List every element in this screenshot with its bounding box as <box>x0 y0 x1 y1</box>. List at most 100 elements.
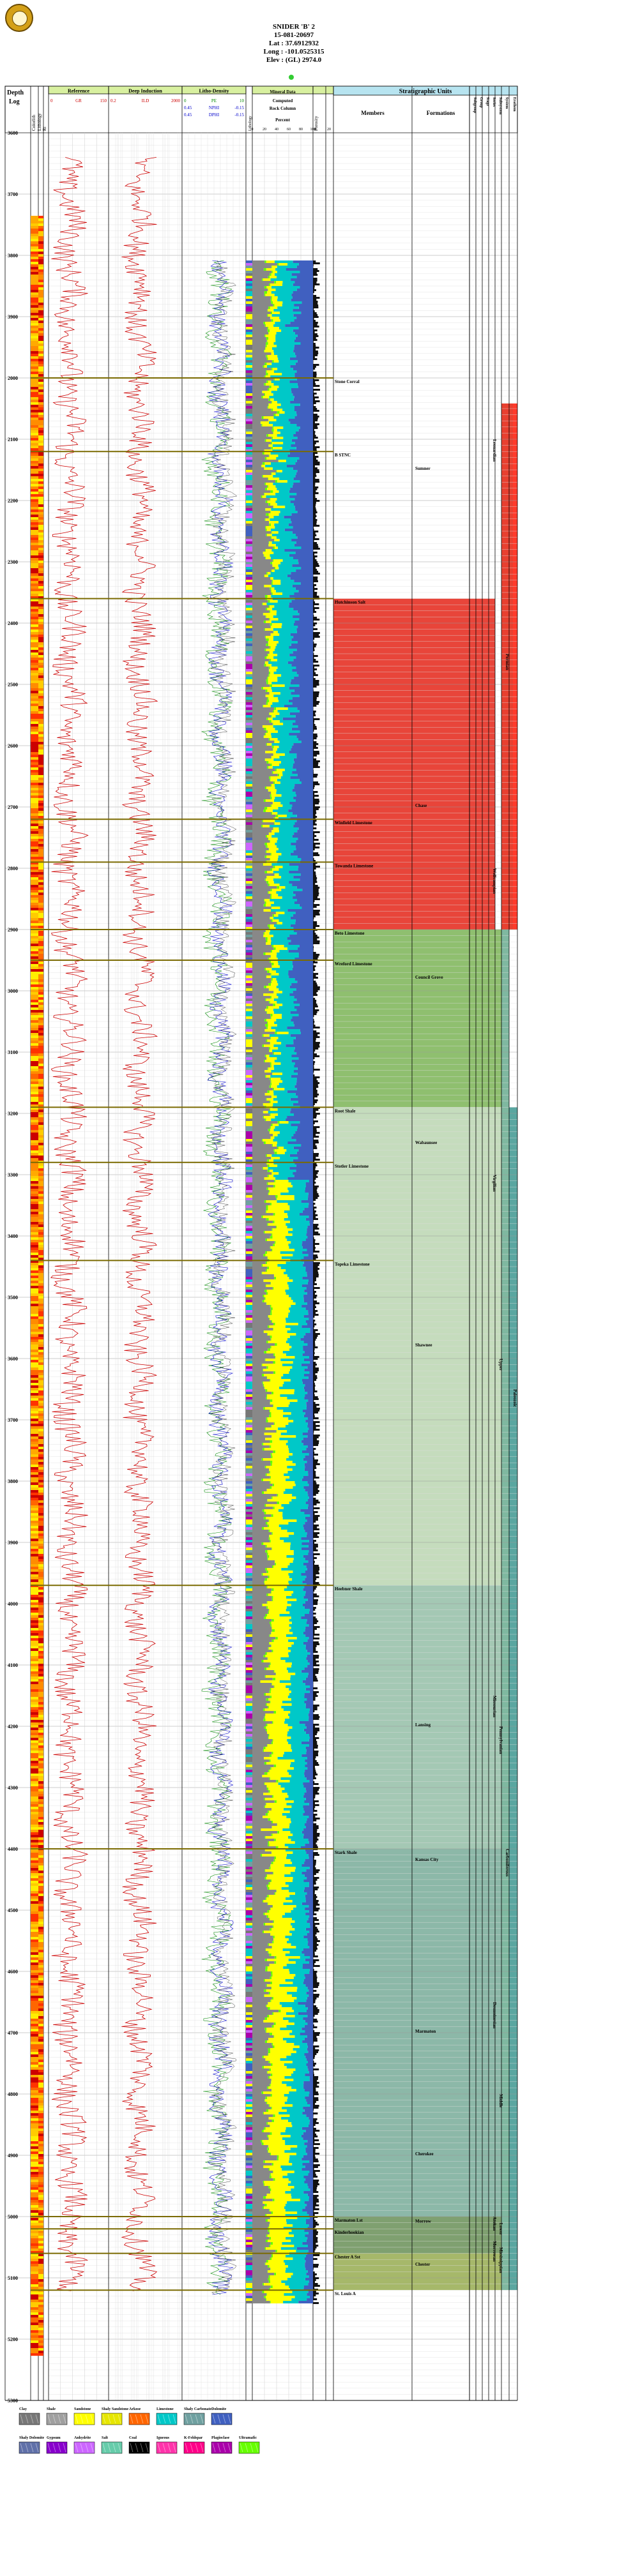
rock-cell <box>263 452 264 455</box>
colorlith-rt-cell <box>38 234 43 236</box>
rock-cell <box>269 700 279 702</box>
colorlith-rt-cell <box>38 2259 43 2261</box>
rock-cell <box>275 378 280 380</box>
rock-cell <box>270 896 272 899</box>
colorlith-cell <box>31 1564 38 1567</box>
colorlith-rt-cell <box>38 2118 43 2121</box>
rock-cell <box>277 306 299 309</box>
rock-cell <box>272 812 278 815</box>
rock-cell <box>280 580 294 582</box>
colorlith-rt-cell <box>38 2070 43 2072</box>
colorlith-cell <box>31 1406 38 1408</box>
colorlith-cell <box>31 1779 38 1781</box>
rock-cell <box>268 575 287 577</box>
lithology-cell <box>246 1468 252 1471</box>
rock-cell <box>307 1226 313 1228</box>
rock-cell <box>274 799 296 802</box>
rock-cell <box>270 797 272 799</box>
colorlith-rt-cell <box>38 1505 43 1508</box>
rock-cell <box>271 1070 294 1073</box>
lithology-cell <box>246 1461 252 1463</box>
lithology-cell <box>246 840 252 843</box>
colorlith-rt-cell <box>38 1036 43 1038</box>
rock-cell <box>276 332 295 335</box>
rock-cell <box>293 485 313 488</box>
colorlith-cell <box>31 2205 38 2208</box>
rock-cell <box>252 501 266 503</box>
rock-cell <box>266 1141 277 1144</box>
colorlith-cell <box>31 1600 38 1602</box>
colorlith-cell <box>31 1153 38 1156</box>
rock-cell <box>270 1042 271 1044</box>
rock-cell <box>277 1024 294 1027</box>
rock-cell <box>279 1006 294 1009</box>
colorlith-rt-cell <box>38 1204 43 1207</box>
rock-cell <box>271 981 277 983</box>
lithology-cell <box>246 1563 252 1565</box>
colorlith-cell <box>31 1705 38 1707</box>
colorlith-rt-cell <box>38 770 43 772</box>
colorlith-cell <box>31 1122 38 1125</box>
colorlith-rt-cell <box>38 1725 43 1728</box>
depth-label: 4700 <box>8 2030 18 2036</box>
colorlith-cell <box>31 1661 38 1664</box>
rock-cell <box>279 478 294 480</box>
colorlith-cell <box>31 2047 38 2049</box>
rock-cell <box>275 1241 291 1244</box>
rock-cell <box>300 480 313 483</box>
colorlith-cell <box>31 1209 38 1212</box>
colorlith-cell <box>31 1350 38 1352</box>
rock-cell <box>294 544 313 546</box>
colorlith-rt-cell <box>38 1653 43 1656</box>
lithology-cell <box>246 539 252 541</box>
rock-cell <box>252 1121 278 1124</box>
colorlith-rt-cell <box>38 1656 43 1659</box>
lithology-cell <box>246 2140 252 2143</box>
colorlith-cell <box>31 430 38 433</box>
rock-cell <box>291 521 313 523</box>
lithology-cell <box>246 1251 252 1254</box>
rock-cell <box>269 970 277 973</box>
lithology-cell <box>246 2114 252 2117</box>
colorlith-rt-cell <box>38 221 43 223</box>
rock-cell <box>261 687 264 689</box>
lithology-cell <box>246 735 252 738</box>
colorlith-cell <box>31 369 38 372</box>
rock-cell <box>265 501 268 503</box>
colorlith-cell <box>31 2264 38 2266</box>
rock-cell <box>252 889 271 891</box>
rock-cell <box>295 1093 313 1096</box>
rock-cell <box>288 950 313 953</box>
rock-cell <box>263 365 264 368</box>
rock-cell <box>252 1126 270 1129</box>
rock-cell <box>252 508 266 511</box>
colorlith-cell <box>31 1891 38 1894</box>
lithology-cell <box>246 350 252 352</box>
colorlith-cell <box>31 527 38 530</box>
lithology-cell <box>246 1448 252 1450</box>
colorlith-cell <box>31 2340 38 2343</box>
lithology-cell <box>246 513 252 516</box>
colorlith-rt-cell <box>38 2310 43 2312</box>
colorlith-rt-cell <box>38 2246 43 2248</box>
rock-cell <box>275 289 297 291</box>
lithology-cell <box>246 1343 252 1346</box>
colorlith-rt-cell <box>38 2264 43 2266</box>
colorlith-cell <box>31 1845 38 1848</box>
colorlith-cell <box>31 737 38 739</box>
lithology-cell <box>246 2217 252 2219</box>
colorlith-cell <box>31 1362 38 1365</box>
rock-cell <box>269 712 280 715</box>
colorlith-cell <box>31 1120 38 1122</box>
colorlith-rt-cell <box>38 1079 43 1081</box>
colorlith-cell <box>31 790 38 793</box>
rock-cell <box>252 1231 264 1233</box>
colorlith-cell <box>31 1922 38 1924</box>
colorlith-cell <box>31 1030 38 1033</box>
lithology-cell <box>246 950 252 953</box>
colorlith-cell <box>31 665 38 668</box>
colorlith-cell <box>31 555 38 558</box>
rock-cell <box>298 738 313 741</box>
colorlith-rt-cell <box>38 499 43 502</box>
colorlith-rt-cell <box>38 1794 43 1796</box>
